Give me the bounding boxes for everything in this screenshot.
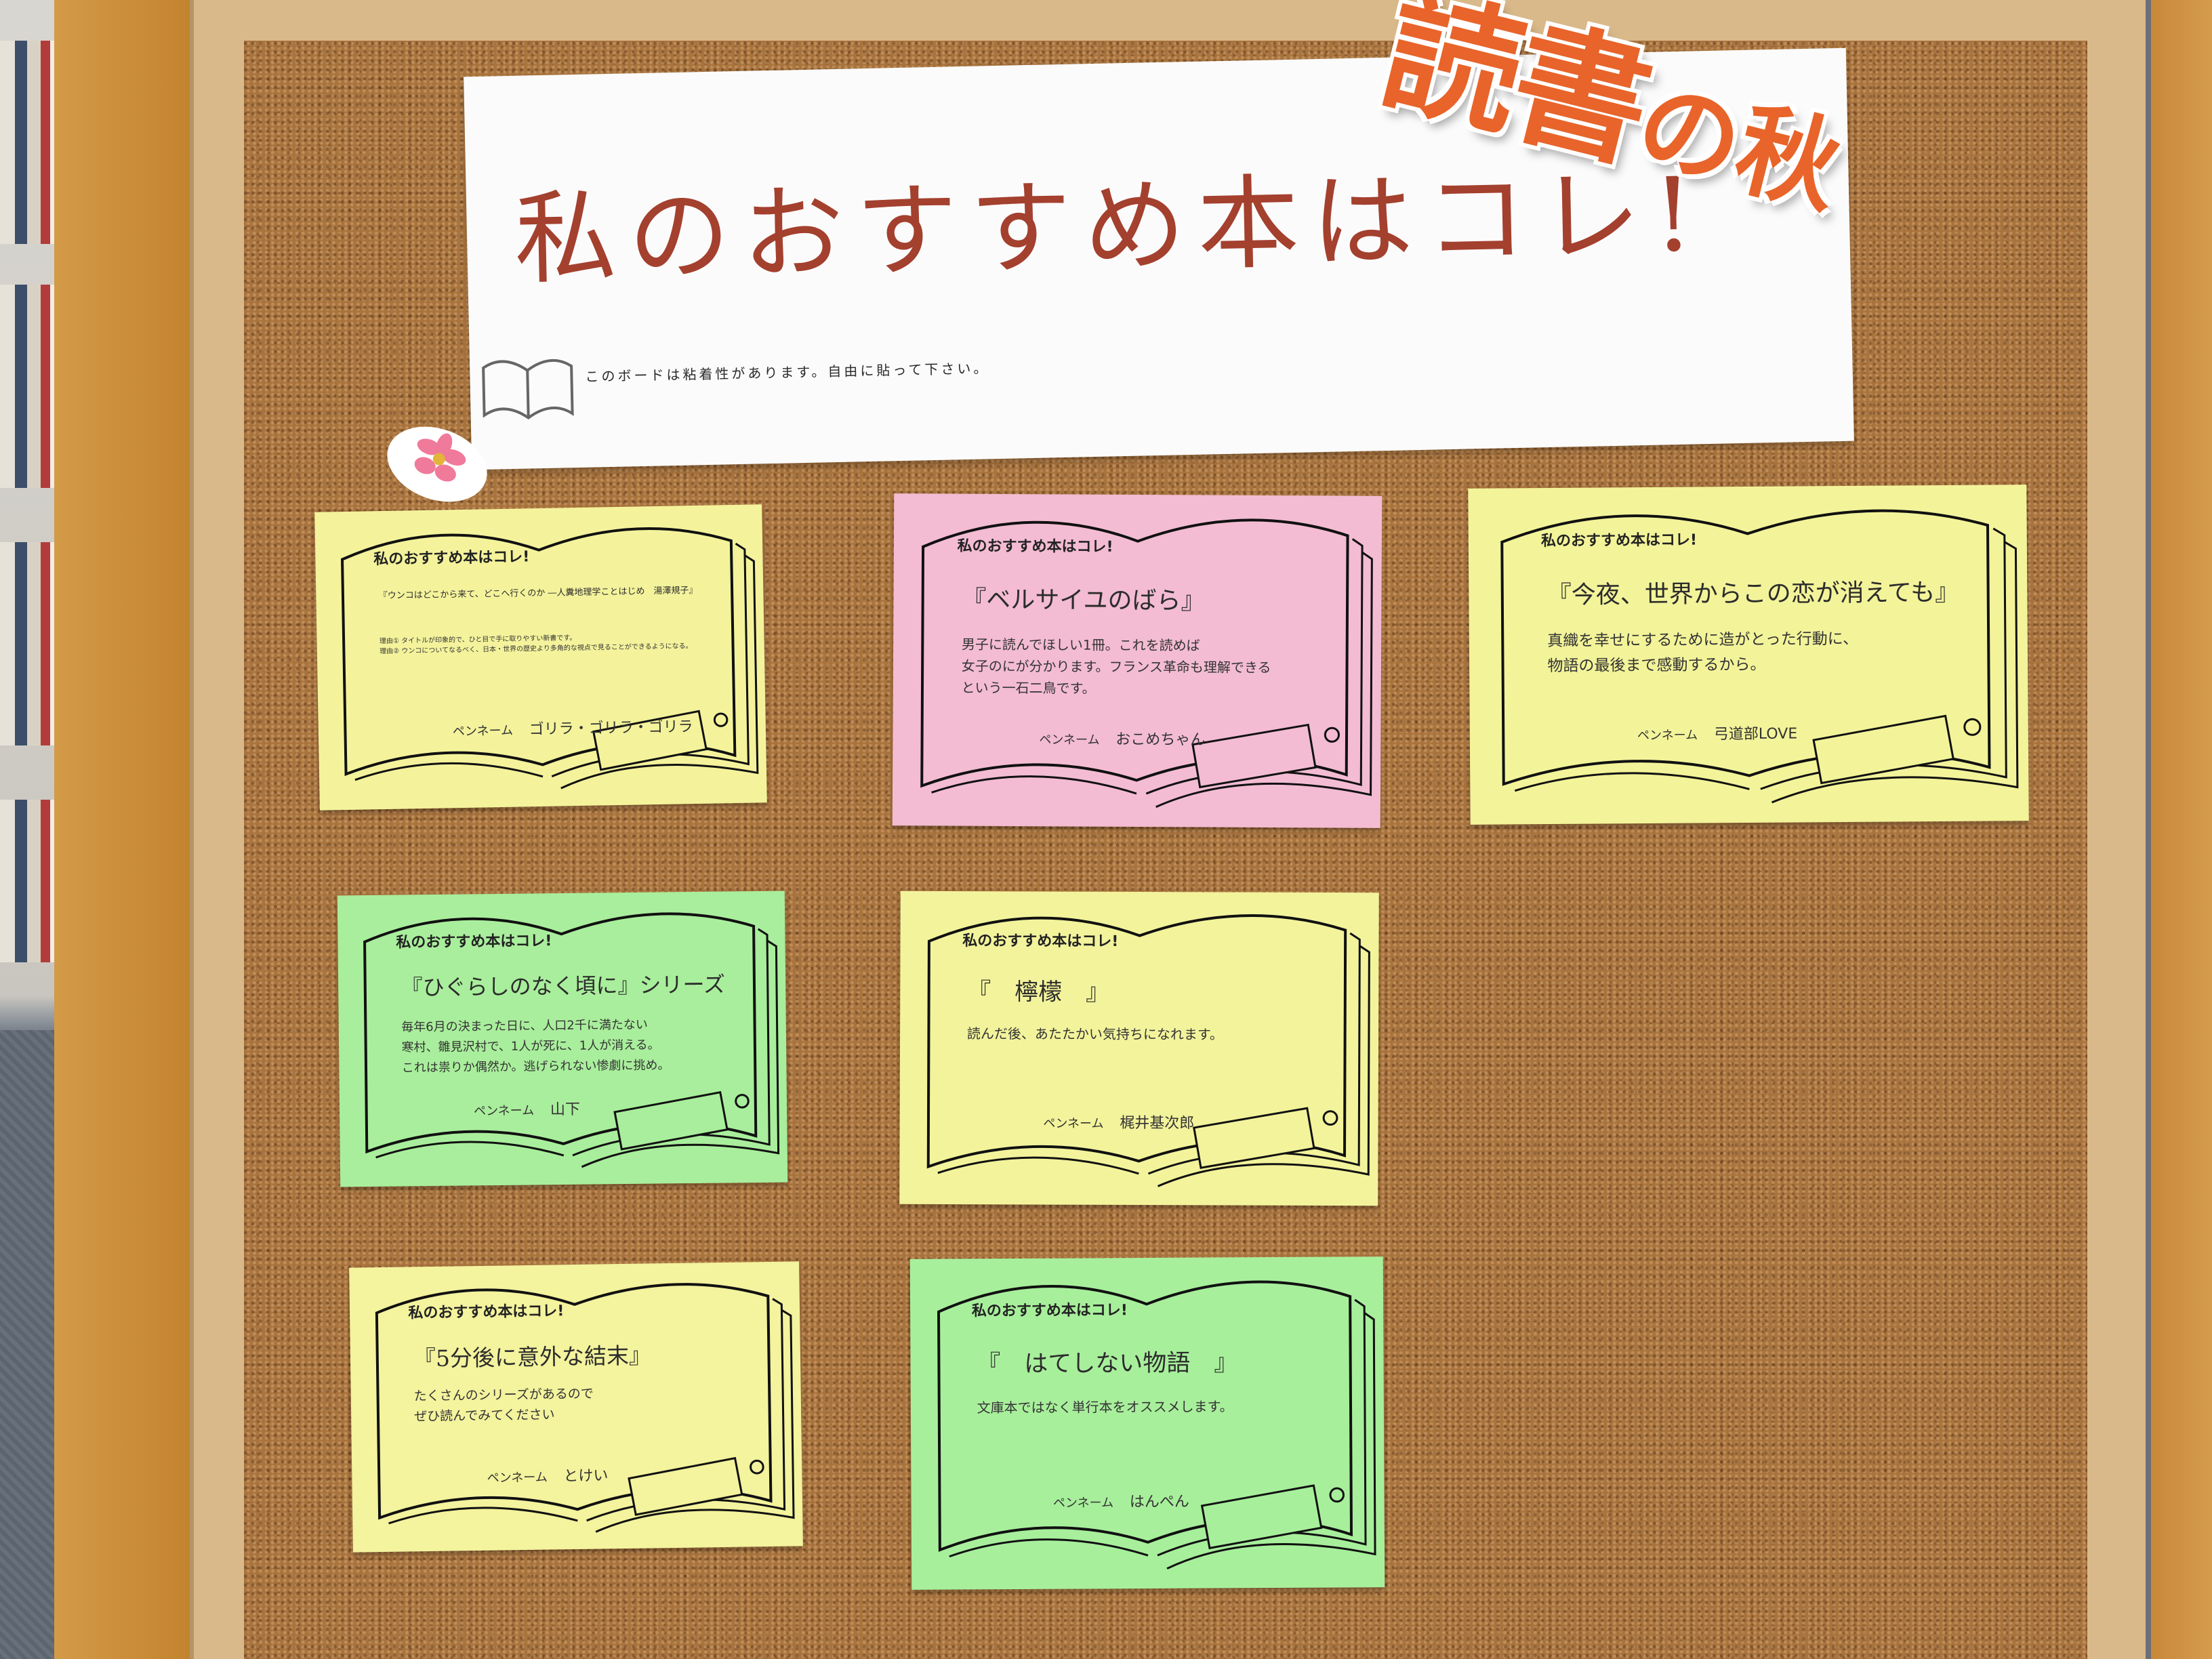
badge-main-text: 読書 xyxy=(1368,0,1662,188)
recommendation-line: 毎年6月の決まった日に、人口2千に満たない xyxy=(401,1017,648,1035)
pen-name-label: ペンネーム xyxy=(1052,1495,1126,1511)
recommendation-card: 私のおすすめ本はコレ! 『ベルサイユのばら』 男子に読んでほしい1冊。これを読め… xyxy=(892,493,1382,828)
recommendation-line: これは祟りか偶然か。逃げられない惨劇に挑め。 xyxy=(401,1057,670,1076)
pen-name: ペンネーム おこめちゃん xyxy=(1039,726,1205,749)
book-title: 『今夜、世界からこの恋が消えても』 xyxy=(1547,578,1960,610)
open-book-outline-icon xyxy=(341,527,759,790)
open-book-outline-icon xyxy=(926,914,1370,1187)
pen-name: ペンネーム 梶井基次郎 xyxy=(1043,1111,1194,1133)
pen-name-label: ペンネーム xyxy=(1043,1116,1116,1132)
open-book-icon xyxy=(482,359,574,419)
recommendation-line: 物語の最後まで感動するから。 xyxy=(1547,656,1766,676)
book-title: 『ベルサイユのばら』 xyxy=(962,586,1206,615)
card-heading: 私のおすすめ本はコレ! xyxy=(373,548,530,569)
recommendation-line: 寒村、雛見沢村で、1人が死に、1人が消える。 xyxy=(401,1038,660,1055)
open-book-outline-icon xyxy=(920,518,1373,808)
recommendation-card: 私のおすすめ本はコレ! 『 はてしない物語 』 文庫本ではなく単行本をオススメし… xyxy=(909,1256,1385,1590)
sign-subtitle: このボードは粘着性があります。自由に貼って下さい。 xyxy=(585,360,990,385)
book-title: 『 檸檬 』 xyxy=(967,979,1110,1006)
header-sign: 私のおすすめ本はコレ! このボードは粘着性があります。自由に貼って下さい。 xyxy=(464,47,1854,470)
recommendation-text: 文庫本ではなく単行本をオススメします。 xyxy=(977,1396,1233,1418)
recommendation-line: 男子に読んでほしい1冊。これを読めば xyxy=(961,636,1200,654)
pen-name-label: ペンネーム xyxy=(487,1470,560,1486)
recommendation-line: という一石二鳥です。 xyxy=(961,679,1096,697)
recommendation-text: たくさんのシリーズがあるので ぜひ読んでみてください xyxy=(414,1384,594,1427)
pen-name: ペンネーム はんぺん xyxy=(1053,1489,1189,1511)
recommendation-text: 毎年6月の決まった日に、人口2千に満たない 寒村、雛見沢村で、1人が死に、1人が消… xyxy=(401,1015,670,1078)
recommendation-line: 真織を幸せにするために造がとった行動に、 xyxy=(1547,630,1859,651)
open-book-outline-icon xyxy=(1500,509,2019,804)
book-title: 『5分後に意外な結末』 xyxy=(413,1342,652,1372)
pen-name: ペンネーム 弓道部LOVE xyxy=(1637,722,1797,745)
pen-name: ペンネーム 山下 xyxy=(474,1097,580,1120)
book-title: 『ひぐらしのなく頃に』シリーズ xyxy=(401,971,726,1001)
open-book-outline-icon xyxy=(937,1280,1376,1570)
pen-name-value: おこめちゃん xyxy=(1115,731,1206,749)
recommendation-line: 女子のにが分かります。フランス革命も理解できる xyxy=(961,657,1271,676)
pen-name-value: 山下 xyxy=(550,1101,581,1119)
recommendation-text: 男子に読んでほしい1冊。これを読めば女子のにが分かります。フランス革命も理解でき… xyxy=(962,633,1271,699)
pen-name: ペンネーム とけい xyxy=(487,1463,608,1486)
pen-name-value: 弓道部LOVE xyxy=(1713,725,1798,743)
book-title: 『 はてしない物語 』 xyxy=(977,1349,1238,1378)
pen-name-value: ゴリラ・ゴリラ・ゴリラ xyxy=(529,718,693,739)
card-heading: 私のおすすめ本はコレ! xyxy=(962,933,1119,951)
open-book-outline-icon xyxy=(375,1283,795,1533)
open-book-outline-icon xyxy=(363,912,780,1168)
recommendation-card: 私のおすすめ本はコレ! 『 檸檬 』 読んだ後、あたたかい気持ちになれます。 ペ… xyxy=(899,890,1379,1206)
recommendation-line: 文庫本ではなく単行本をオススメします。 xyxy=(977,1398,1233,1416)
pen-name: ペンネーム ゴリラ・ゴリラ・ゴリラ xyxy=(453,714,693,740)
recommendation-text: 真織を幸せにするために造がとった行動に、 物語の最後まで感動するから。 xyxy=(1547,627,1858,679)
pen-name-value: とけい xyxy=(563,1467,609,1486)
card-heading: 私のおすすめ本はコレ! xyxy=(971,1301,1128,1319)
recommendation-line: たくさんのシリーズがあるので xyxy=(413,1387,594,1404)
recommendation-text: 読んだ後、あたたかい気持ちになれます。 xyxy=(967,1023,1223,1045)
pen-name-label: ペンネーム xyxy=(1039,733,1112,747)
card-heading: 私のおすすめ本はコレ! xyxy=(957,537,1113,556)
recommendation-line: ぜひ読んでみてください xyxy=(413,1407,555,1425)
recommendation-card: 私のおすすめ本はコレ! 『5分後に意外な結末』 たくさんのシリーズがあるので ぜひ… xyxy=(349,1261,803,1553)
badge-tail-text: の秋 xyxy=(1626,65,1852,229)
pen-name-label: ペンネーム xyxy=(474,1103,547,1119)
card-heading: 私のおすすめ本はコレ! xyxy=(1540,531,1698,550)
recommendation-card: 私のおすすめ本はコレ! 『ひぐらしのなく頃に』シリーズ 毎年6月の決まった日に、… xyxy=(337,890,788,1187)
pen-name-value: はんぺん xyxy=(1129,1493,1189,1511)
recommendation-line: 読んだ後、あたたかい気持ちになれます。 xyxy=(966,1025,1223,1043)
recommendation-card: 私のおすすめ本はコレ! 『今夜、世界からこの恋が消えても』 真織を幸せにするため… xyxy=(1468,485,2029,825)
card-heading: 私のおすすめ本はコレ! xyxy=(408,1303,565,1322)
pen-name-value: 梶井基次郎 xyxy=(1120,1115,1195,1132)
card-heading: 私のおすすめ本はコレ! xyxy=(396,932,552,951)
wooden-stand-right xyxy=(2151,0,2212,1659)
flower-sticker-icon xyxy=(387,426,487,502)
recommendation-card: 私のおすすめ本はコレ! 『ウンコはどこから来て、どこへ行くのか ―人糞地理学こと… xyxy=(314,504,767,811)
pen-name-label: ペンネーム xyxy=(1637,728,1711,743)
pen-name-label: ペンネーム xyxy=(452,723,526,739)
